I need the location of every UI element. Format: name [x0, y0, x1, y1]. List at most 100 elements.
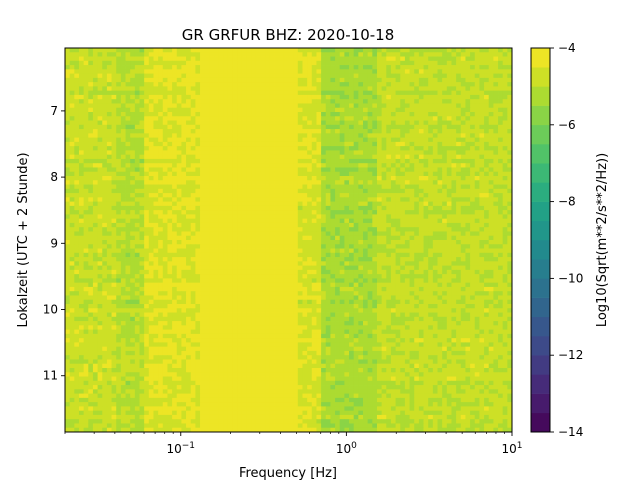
heatmap-cell [97, 205, 103, 211]
heatmap-cell [102, 210, 108, 215]
heatmap-cell [269, 218, 275, 224]
heatmap-cell [395, 188, 401, 194]
heatmap-cell [120, 48, 126, 53]
heatmap-cell [484, 193, 490, 198]
heatmap-cell [372, 94, 378, 100]
heatmap-cell [493, 188, 499, 194]
heatmap-cell [153, 107, 159, 113]
heatmap-cell [283, 231, 289, 237]
heatmap-cell [367, 129, 373, 134]
heatmap-cell [65, 69, 71, 74]
heatmap-cell [251, 90, 257, 96]
heatmap-cell [325, 60, 331, 66]
heatmap-cell [442, 52, 448, 57]
heatmap-cell [316, 103, 322, 109]
heatmap-cell [446, 201, 452, 207]
heatmap-cell [125, 146, 131, 151]
heatmap-cell [353, 56, 359, 62]
heatmap-cell [321, 171, 327, 177]
heatmap-cell [232, 129, 238, 134]
heatmap-cell [297, 261, 303, 266]
heatmap-cell [363, 210, 369, 215]
heatmap-cell [428, 129, 434, 134]
heatmap-cell [358, 210, 364, 215]
heatmap-cell [297, 240, 303, 245]
heatmap-cell [279, 248, 285, 254]
heatmap-cell [456, 240, 462, 245]
heatmap-cell [209, 103, 215, 109]
heatmap-cell [460, 227, 466, 232]
heatmap-cell [288, 248, 294, 254]
heatmap-cell [269, 240, 275, 245]
heatmap-cell [116, 48, 122, 53]
heatmap-cell [302, 222, 308, 228]
heatmap-cell [200, 210, 206, 215]
heatmap-cell [349, 82, 355, 87]
heatmap-cell [283, 235, 289, 241]
heatmap-cell [237, 252, 243, 258]
heatmap-cell [269, 197, 275, 202]
heatmap-cell [116, 201, 122, 207]
heatmap-cell [102, 214, 108, 220]
heatmap-cell [153, 52, 159, 57]
heatmap-cell [376, 257, 383, 262]
heatmap-cell [279, 184, 285, 190]
heatmap-cell [465, 86, 471, 92]
heatmap-cell [479, 240, 485, 245]
heatmap-cell [204, 210, 210, 215]
heatmap-cell [316, 120, 322, 126]
heatmap-cell [381, 77, 387, 83]
heatmap-cell [251, 176, 257, 181]
heatmap-cell [376, 210, 383, 215]
heatmap-cell [367, 214, 373, 220]
heatmap-cell [260, 52, 266, 57]
heatmap-cell [78, 163, 85, 168]
heatmap-cell [344, 150, 350, 156]
heatmap-cell [241, 60, 247, 66]
heatmap-cells [65, 48, 513, 433]
heatmap-cell [446, 65, 452, 70]
heatmap-cell [92, 205, 98, 211]
heatmap-cell [502, 60, 508, 66]
heatmap-cell [227, 60, 234, 66]
heatmap-cell [349, 77, 355, 83]
heatmap-cell [158, 69, 164, 74]
heatmap-cell [493, 65, 499, 70]
heatmap-cell [474, 150, 480, 156]
heatmap-cell [283, 154, 289, 160]
heatmap-cell [227, 82, 234, 87]
heatmap-cell [451, 129, 457, 134]
heatmap-cell [227, 214, 234, 220]
heatmap-cell [404, 257, 410, 262]
heatmap-cell [376, 158, 383, 164]
heatmap-cell [404, 188, 410, 194]
heatmap-cell [437, 184, 443, 190]
heatmap-cell [78, 205, 85, 211]
heatmap-cell [395, 82, 401, 87]
heatmap-cell [251, 86, 257, 92]
heatmap-cell [460, 193, 466, 198]
heatmap-cell [404, 222, 410, 228]
heatmap-cell [130, 235, 136, 241]
heatmap-cell [190, 73, 196, 79]
heatmap-cell [372, 188, 378, 194]
heatmap-cell [153, 171, 159, 177]
heatmap-cell [153, 48, 159, 53]
heatmap-cell [386, 261, 392, 266]
heatmap-cell [274, 176, 280, 181]
heatmap-cell [311, 65, 317, 70]
heatmap-cell [349, 235, 355, 241]
heatmap-cell [227, 163, 234, 168]
heatmap-cell [139, 73, 145, 79]
heatmap-cell [386, 141, 392, 147]
heatmap-cell [363, 265, 369, 271]
heatmap-cell [316, 244, 322, 249]
heatmap-cell [269, 188, 275, 194]
heatmap-cell [232, 112, 238, 117]
heatmap-cell [372, 231, 378, 237]
heatmap-cell [120, 150, 126, 156]
heatmap-cell [69, 150, 75, 156]
heatmap-cell [376, 52, 383, 57]
heatmap-cell [265, 99, 271, 104]
heatmap-cell [474, 112, 480, 117]
